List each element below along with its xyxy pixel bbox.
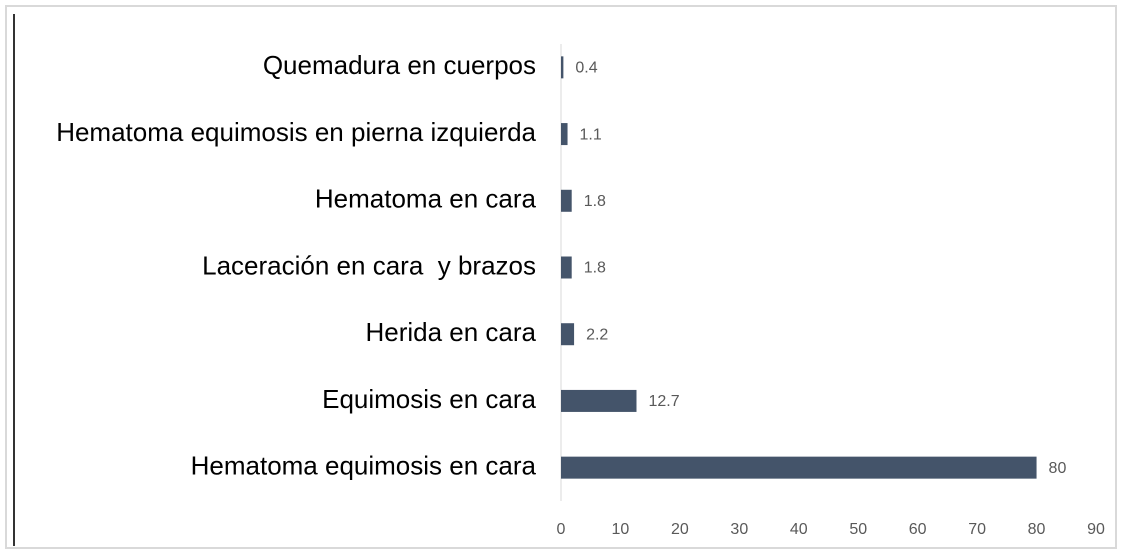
data-label: 12.7	[648, 393, 679, 410]
bar	[561, 123, 568, 146]
y-tick-label: Hematoma equimosis en pierna izquierda	[56, 117, 536, 147]
data-label: 80	[1049, 460, 1067, 477]
data-label: 1.8	[584, 260, 606, 277]
y-tick-label: Hematoma equimosis en cara	[191, 451, 537, 481]
x-tick-label: 80	[1028, 521, 1046, 538]
data-label: 0.4	[575, 60, 597, 77]
x-tick-label: 50	[849, 521, 867, 538]
y-tick-label: Hematoma en cara	[315, 184, 537, 214]
y-tick-label: Quemadura en cuerpos	[263, 50, 536, 80]
bar	[561, 256, 572, 279]
bar	[561, 56, 564, 79]
x-tick-label: 30	[730, 521, 748, 538]
x-tick-label: 0	[557, 521, 566, 538]
x-tick-label: 40	[790, 521, 808, 538]
y-tick-label: Herida en cara	[365, 317, 536, 347]
y-tick-label: Laceración en cara y brazos	[202, 250, 536, 280]
chart-frame	[5, 5, 1117, 549]
x-tick-label: 60	[909, 521, 927, 538]
bar	[561, 389, 637, 412]
bar	[561, 456, 1037, 479]
x-tick-label: 20	[671, 521, 689, 538]
x-tick-label: 70	[968, 521, 986, 538]
data-label: 2.2	[586, 326, 608, 343]
y-tick-label: Equimosis en cara	[322, 384, 536, 414]
bar	[561, 189, 572, 212]
x-tick-label: 10	[612, 521, 630, 538]
bar	[561, 323, 575, 346]
data-label: 1.1	[580, 126, 602, 143]
data-label: 1.8	[584, 193, 606, 210]
x-tick-label: 90	[1087, 521, 1105, 538]
